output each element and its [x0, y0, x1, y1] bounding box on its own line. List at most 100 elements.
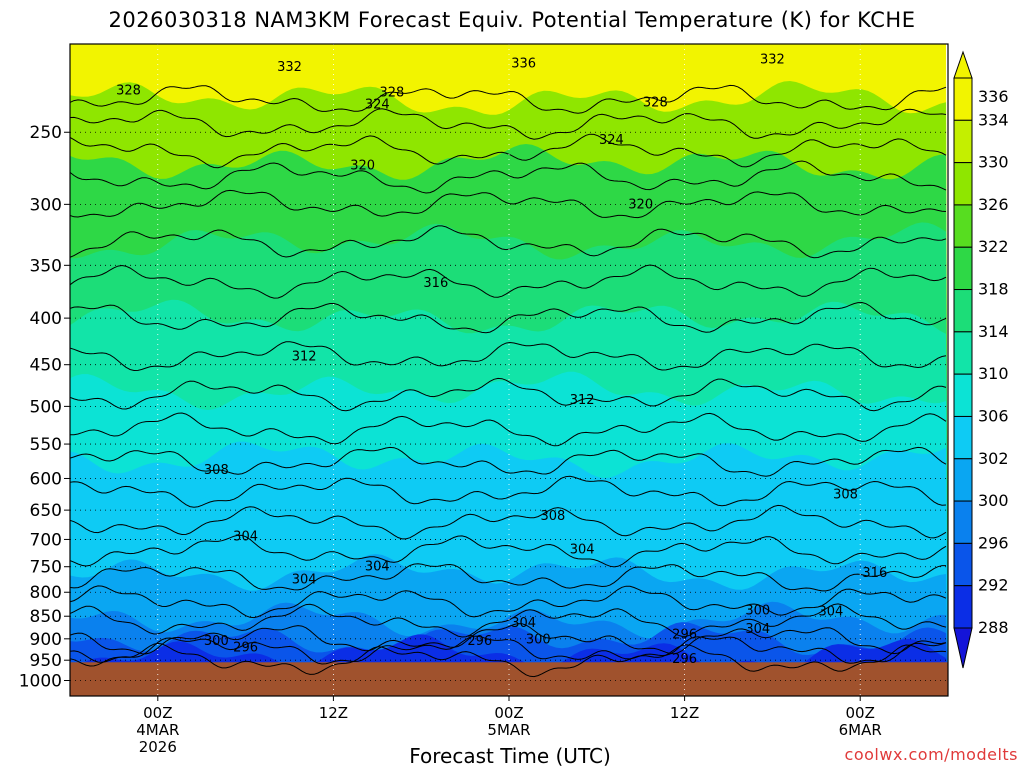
colorbar-label: 318: [978, 280, 1009, 299]
x-tick-label: 00Z: [846, 704, 875, 722]
colorbar: 336 334 330 326 322 318 314 310 306 302 300 296 292 2…: [953, 50, 1009, 669]
contour-line: [70, 225, 947, 259]
contour-label: 308: [204, 463, 229, 478]
plot-area: [70, 44, 948, 696]
x-axis-title: Forecast Time (UTC): [409, 744, 611, 768]
y-tick-label: 300: [30, 195, 62, 215]
contour-label: 320: [628, 197, 653, 212]
y-tick-label: 250: [30, 123, 62, 143]
contour-line: [70, 504, 947, 540]
colorbar-segment: [953, 415, 973, 460]
y-tick-label: 450: [30, 356, 62, 376]
contour-line: [70, 160, 947, 194]
x-tick-label: 4MAR: [136, 721, 179, 739]
y-tick-label: 500: [30, 397, 62, 417]
colorbar-segment: [953, 162, 973, 206]
chart-title: 2026030318 NAM3KM Forecast Equiv. Potent…: [108, 8, 916, 32]
contour-label: 304: [511, 616, 536, 631]
x-tick-label: 12Z: [670, 704, 699, 722]
contour-label: 328: [643, 96, 668, 111]
contour-line: [70, 635, 947, 665]
colorbar-label: 292: [978, 576, 1009, 595]
colorbar-label: 322: [978, 237, 1009, 256]
contour-label: 300: [745, 604, 770, 619]
contour-label: 300: [526, 633, 551, 648]
colorbar-label: 314: [978, 322, 1009, 341]
y-tick-label: 900: [30, 630, 62, 650]
contour-label: 304: [233, 530, 258, 545]
contour-line: [70, 563, 946, 592]
contour-label: 316: [862, 566, 887, 581]
colorbar-segment: [953, 204, 973, 248]
colorbar-label: 310: [978, 364, 1009, 383]
contour-label: 304: [819, 605, 844, 620]
x-tick-label: 00Z: [494, 704, 523, 722]
colorbar-segment: [953, 500, 973, 544]
contour-label: 336: [511, 56, 536, 71]
y-tick-label: 950: [30, 651, 62, 671]
y-tick-label: 700: [30, 530, 62, 550]
colorbar-label: 330: [978, 153, 1009, 172]
colorbar-label: 336: [978, 87, 1009, 106]
contour-line: [70, 264, 947, 299]
contour-line: [70, 301, 947, 334]
contour-label: 332: [760, 53, 785, 68]
contour-label: 296: [233, 641, 258, 656]
contour-label: 324: [599, 133, 624, 148]
contour-label: 296: [672, 652, 697, 667]
x-tick-label: 5MAR: [487, 721, 530, 739]
colorbar-label: 326: [978, 195, 1009, 214]
contour-line: [70, 412, 947, 447]
contour-line: [70, 534, 947, 568]
contour-label: 332: [277, 60, 302, 75]
grid-lines: [70, 44, 948, 696]
colorbar-bottom-arrow: [953, 627, 973, 669]
y-axis: 250 300 350 400 450 500 550 600 650 700 750 800 850 9…: [19, 123, 70, 691]
contour-label: 308: [833, 488, 858, 503]
contour-label: 316: [423, 276, 448, 291]
y-tick-label: 850: [30, 607, 62, 627]
y-tick-label: 800: [30, 583, 62, 603]
colorbar-segment: [953, 77, 973, 121]
colorbar-segment: [953, 331, 973, 375]
colorbar-segment: [953, 289, 973, 333]
contour-lines: [70, 84, 947, 678]
colorbar-label: 306: [978, 406, 1009, 425]
contour-label: 320: [350, 159, 375, 174]
y-tick-label: 1000: [19, 671, 62, 691]
colorbar-segment: [953, 458, 973, 502]
y-tick-label: 400: [30, 309, 62, 329]
colorbar-label: 296: [978, 533, 1009, 552]
x-tick-label: 00Z: [143, 704, 172, 722]
contour-label: 304: [745, 622, 770, 637]
contour-line: [70, 585, 947, 619]
contour-label: 296: [672, 627, 697, 642]
contour-line: [70, 189, 947, 219]
x-tick-label: 6MAR: [839, 721, 882, 739]
y-tick-label: 750: [30, 558, 62, 578]
colorbar-segment: [953, 585, 973, 629]
colorbar-segment: [953, 542, 973, 587]
contour-label: 324: [365, 97, 390, 112]
contour-label: 300: [204, 634, 229, 649]
colorbar-label: 302: [978, 449, 1009, 468]
x-tick-label: 2026: [139, 738, 177, 756]
y-tick-label: 650: [30, 501, 62, 521]
contour-label: 304: [570, 542, 595, 557]
contour-line: [70, 133, 947, 169]
contour-label: 304: [365, 560, 390, 575]
y-tick-label: 600: [30, 469, 62, 489]
colorbar-label: 300: [978, 491, 1009, 510]
contour-label: 328: [380, 85, 405, 100]
colorbar-segment: [953, 246, 973, 291]
y-tick-label: 550: [30, 435, 62, 455]
y-tick-label: 350: [30, 256, 62, 276]
colorbar-segment: [953, 373, 973, 417]
credit-link[interactable]: coolwx.com/modelts: [844, 745, 1018, 764]
colorbar-segment: [953, 119, 973, 164]
contour-label: 312: [570, 393, 595, 408]
contour-label: 296: [467, 634, 492, 649]
contour-line: [70, 341, 947, 372]
